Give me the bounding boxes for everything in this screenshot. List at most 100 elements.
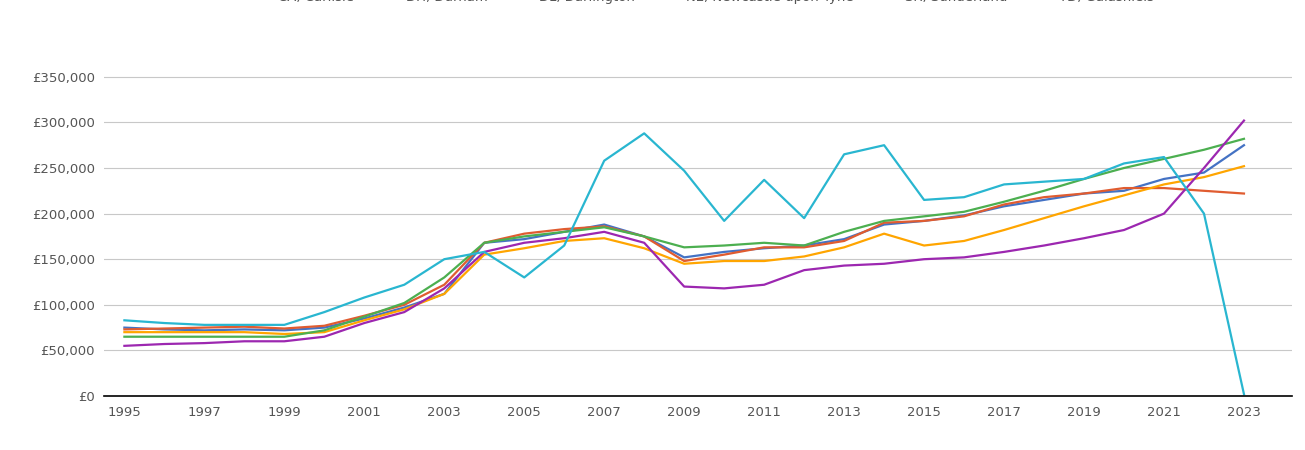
TD, Galashiels [957,194,972,200]
SR, Sunderland [1156,211,1172,216]
SR, Sunderland [317,334,333,339]
TD, Galashiels [876,143,891,148]
SR, Sunderland [957,255,972,260]
DL, Darlington [236,329,252,335]
SR, Sunderland [556,235,572,241]
DH, Durham [1156,185,1172,191]
TD, Galashiels [1156,154,1172,160]
NE, Newcastle upon Tyne [116,334,132,339]
NE, Newcastle upon Tyne [436,275,452,280]
DL, Darlington [1116,193,1131,198]
NE, Newcastle upon Tyne [637,234,652,239]
NE, Newcastle upon Tyne [676,245,692,250]
DH, Durham [397,302,412,307]
NE, Newcastle upon Tyne [1197,147,1212,153]
DL, Darlington [1036,216,1052,221]
DH, Durham [916,218,932,224]
Line: DH, Durham: DH, Durham [124,188,1244,329]
DL, Darlington [1156,182,1172,187]
CA, Carlisle [476,240,492,246]
SR, Sunderland [1116,227,1131,233]
DH, Durham [876,220,891,225]
CA, Carlisle [716,249,732,255]
DL, Darlington [996,227,1011,233]
DL, Darlington [796,254,812,259]
DL, Darlington [277,331,292,337]
DL, Darlington [476,252,492,257]
SR, Sunderland [116,343,132,349]
TD, Galashiels [596,158,612,163]
CA, Carlisle [957,213,972,218]
Line: SR, Sunderland: SR, Sunderland [124,121,1244,346]
DH, Durham [436,282,452,288]
DH, Durham [1197,188,1212,194]
NE, Newcastle upon Tyne [1236,136,1251,141]
SR, Sunderland [596,229,612,234]
DL, Darlington [916,243,932,248]
DL, Darlington [637,246,652,251]
CA, Carlisle [757,246,773,251]
DL, Darlington [676,261,692,266]
TD, Galashiels [757,177,773,183]
CA, Carlisle [876,222,891,227]
TD, Galashiels [1036,179,1052,184]
DH, Durham [757,245,773,250]
DH, Durham [197,325,213,330]
DH, Durham [996,202,1011,207]
DH, Durham [1236,191,1251,196]
NE, Newcastle upon Tyne [476,240,492,246]
CA, Carlisle [837,236,852,242]
NE, Newcastle upon Tyne [1036,188,1052,194]
SR, Sunderland [837,263,852,268]
NE, Newcastle upon Tyne [996,199,1011,204]
NE, Newcastle upon Tyne [556,229,572,234]
TD, Galashiels [436,256,452,262]
TD, Galashiels [397,282,412,288]
TD, Galashiels [1116,161,1131,166]
SR, Sunderland [1036,243,1052,248]
Line: NE, Newcastle upon Tyne: NE, Newcastle upon Tyne [124,139,1244,337]
CA, Carlisle [197,328,213,333]
NE, Newcastle upon Tyne [876,218,891,224]
CA, Carlisle [1156,176,1172,182]
SR, Sunderland [517,240,532,246]
SR, Sunderland [716,286,732,291]
DL, Darlington [876,231,891,236]
NE, Newcastle upon Tyne [356,314,372,319]
DH, Durham [157,326,172,331]
CA, Carlisle [277,328,292,333]
DH, Durham [596,224,612,229]
DL, Darlington [517,246,532,251]
NE, Newcastle upon Tyne [1077,176,1092,182]
TD, Galashiels [837,152,852,157]
TD, Galashiels [556,243,572,248]
SR, Sunderland [476,249,492,255]
CA, Carlisle [436,291,452,297]
DH, Durham [356,313,372,319]
DL, Darlington [1236,163,1251,169]
NE, Newcastle upon Tyne [277,334,292,339]
DL, Darlington [317,329,333,335]
DH, Durham [1077,191,1092,196]
DH, Durham [277,326,292,331]
SR, Sunderland [1077,235,1092,241]
SR, Sunderland [236,338,252,344]
SR, Sunderland [916,256,932,262]
TD, Galashiels [236,322,252,328]
TD, Galashiels [317,310,333,315]
TD, Galashiels [1236,392,1251,397]
CA, Carlisle [157,327,172,332]
DH, Durham [1116,185,1131,191]
TD, Galashiels [796,216,812,221]
DL, Darlington [757,258,773,264]
SR, Sunderland [876,261,891,266]
DH, Durham [517,231,532,236]
DH, Durham [116,327,132,332]
NE, Newcastle upon Tyne [837,229,852,234]
CA, Carlisle [236,327,252,332]
SR, Sunderland [676,284,692,289]
DH, Durham [317,323,333,328]
NE, Newcastle upon Tyne [957,209,972,215]
CA, Carlisle [517,236,532,242]
DH, Durham [716,252,732,257]
